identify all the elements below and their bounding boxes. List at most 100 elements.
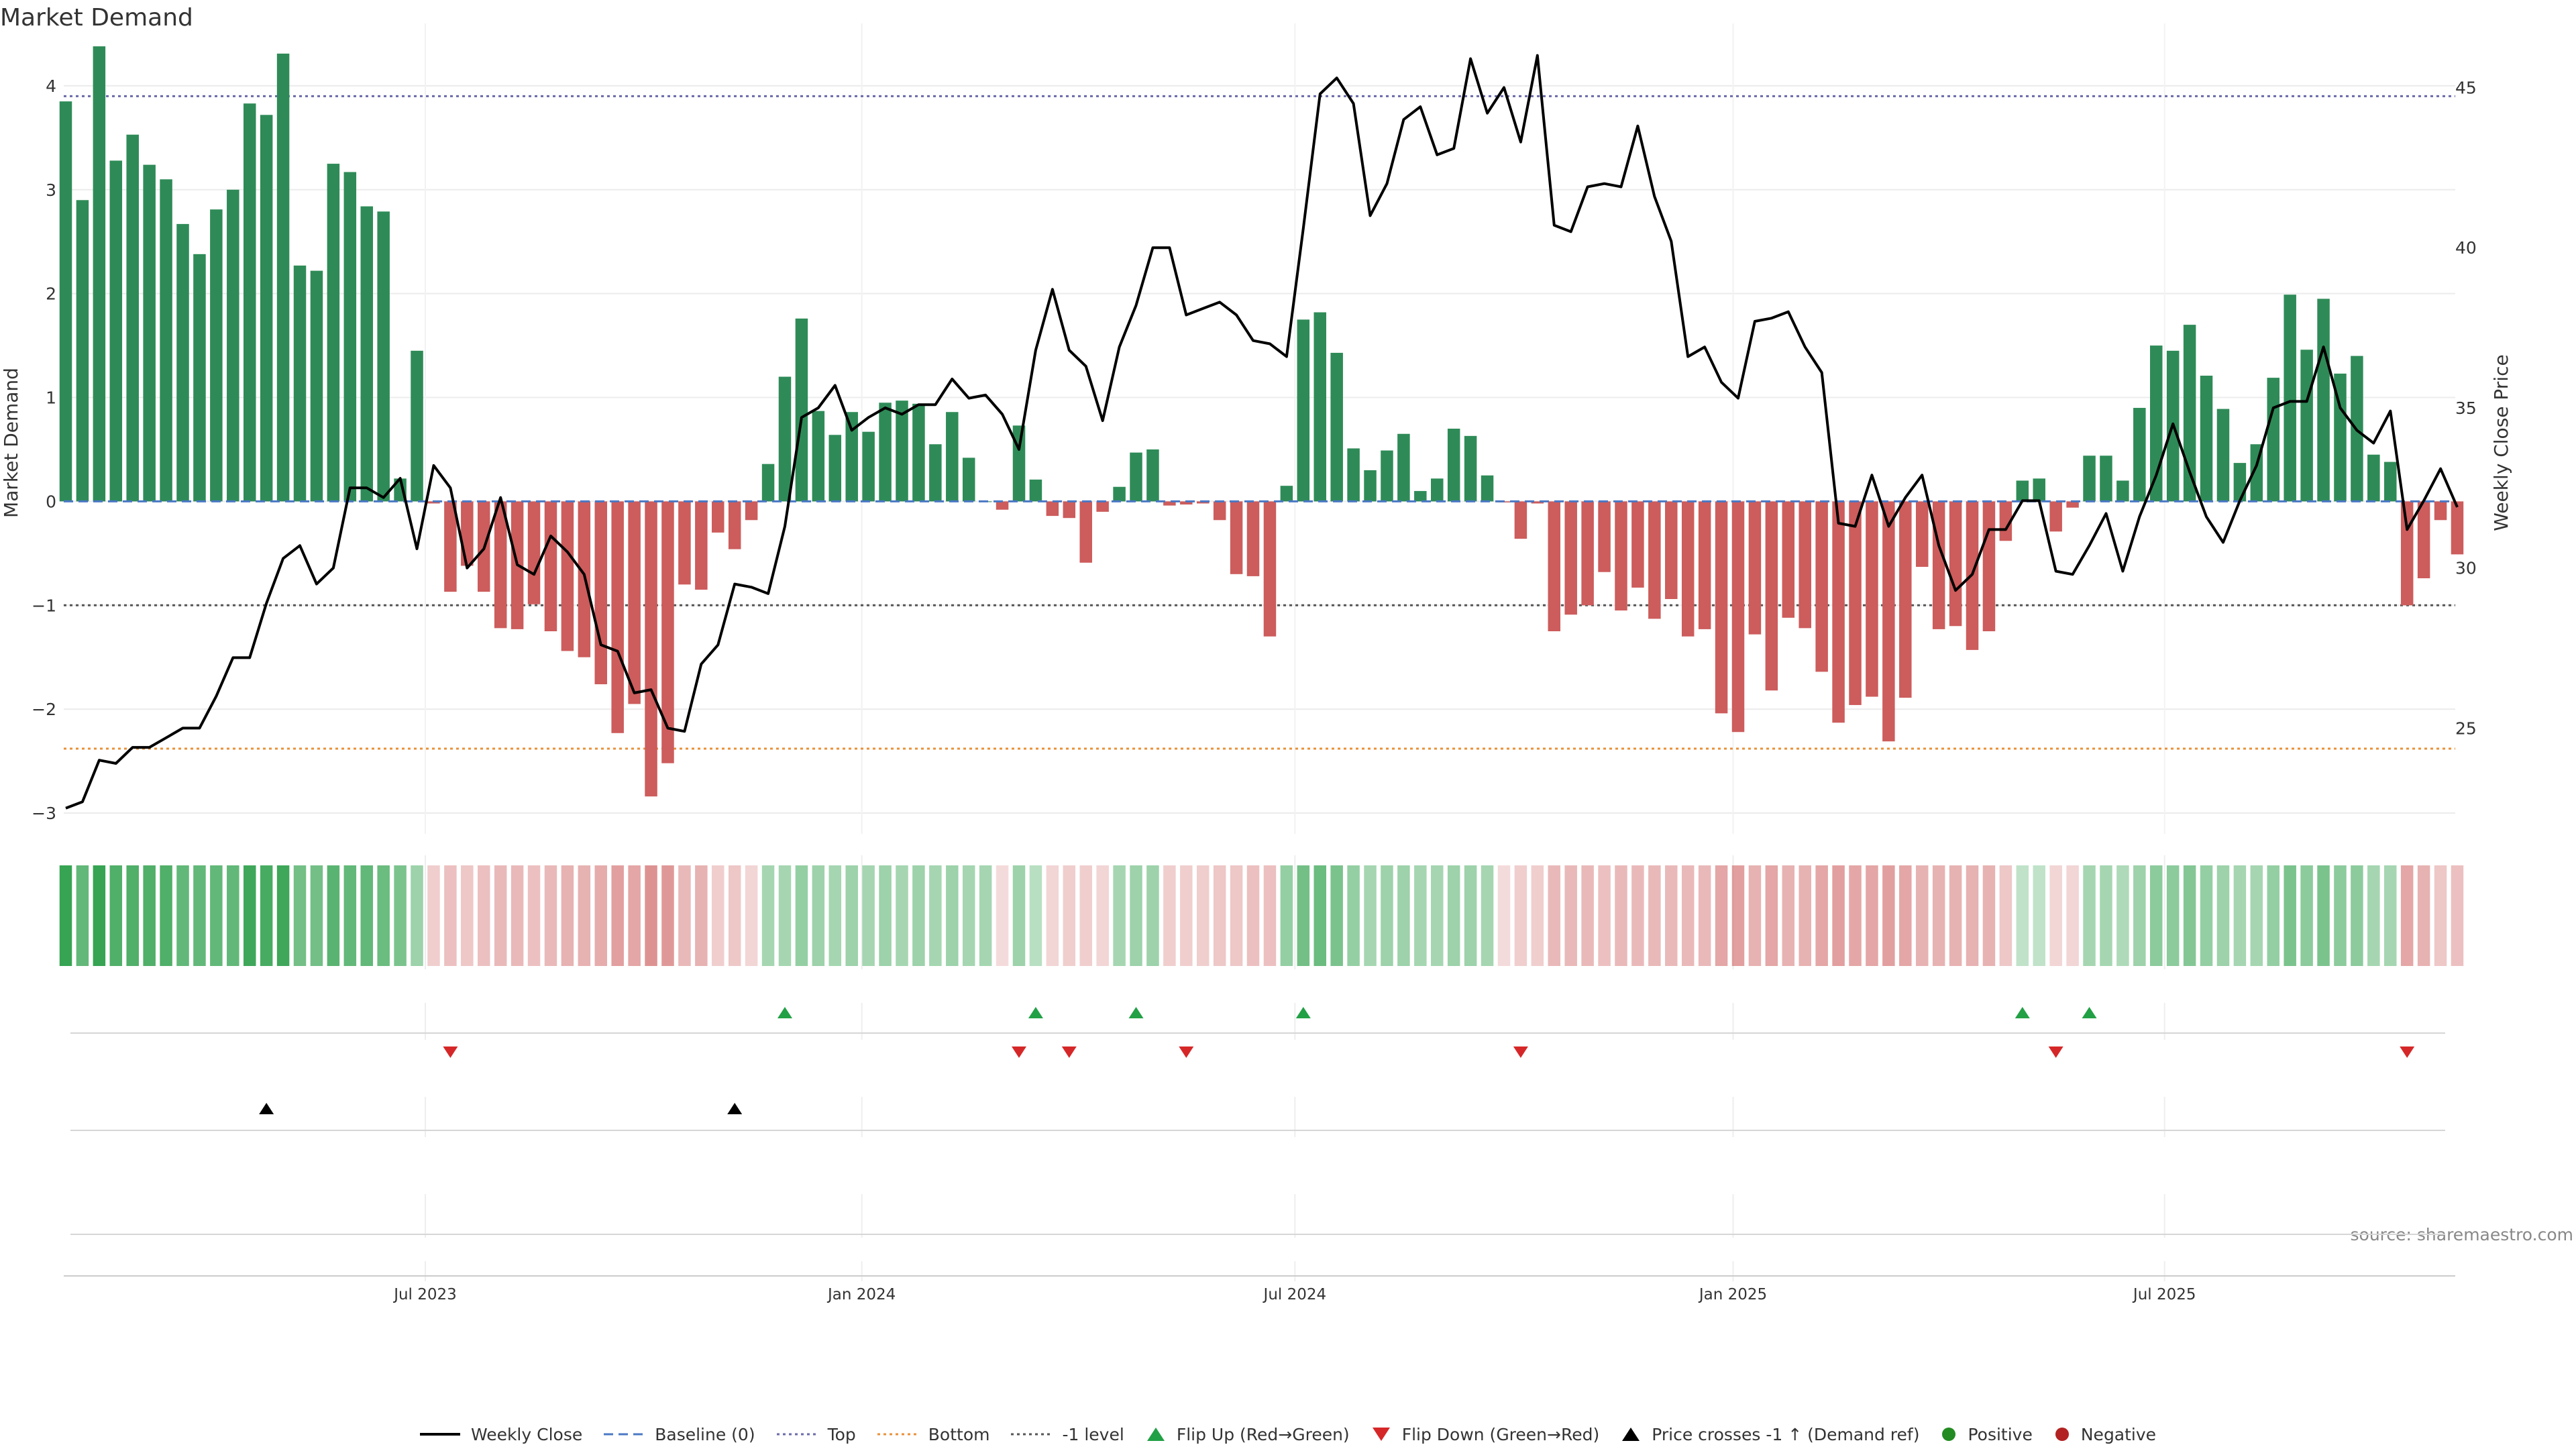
legend-label: Baseline (0) <box>655 1424 755 1444</box>
demand-bar <box>1866 501 1878 697</box>
regime-cell <box>828 865 842 966</box>
legend-baseline: Baseline (0) <box>604 1425 755 1444</box>
demand-bar <box>1698 501 1711 629</box>
chart-layers: −3 −2 −1 0 1 2 3 4 25 30 35 40 45 Jul 2023 Jan 2024 Jul… <box>32 23 2477 1303</box>
regime-cell <box>1581 865 1594 966</box>
regime-cell <box>712 865 724 966</box>
regime-cell <box>1364 865 1377 966</box>
legend-label: Price crosses -1 ↑ (Demand ref) <box>1652 1424 1920 1444</box>
demand-bar <box>728 501 741 549</box>
regime-cell <box>1163 865 1176 966</box>
regime-cell <box>1330 865 1343 966</box>
regime-cell <box>2400 865 2414 966</box>
regime-cell <box>912 865 925 966</box>
demand-bar <box>2216 409 2230 502</box>
regime-cell <box>1246 865 1260 966</box>
regime-cell <box>678 865 691 966</box>
demand-bar <box>1364 470 1377 502</box>
regime-cell <box>1548 865 1561 966</box>
demand-bar <box>1949 501 1962 627</box>
dotted-line-icon <box>1011 1433 1052 1436</box>
legend-minus-one: -1 level <box>1011 1425 1124 1444</box>
demand-bar <box>227 189 239 502</box>
flip-down-marker <box>2048 1046 2063 1058</box>
demand-bar <box>896 400 908 502</box>
regime-cell <box>1280 865 1293 966</box>
regime-cell <box>59 865 72 966</box>
flip-down-marker <box>1513 1046 1528 1058</box>
regime-cell <box>1464 865 1477 966</box>
regime-cell <box>210 865 223 966</box>
regime-cell <box>461 865 474 966</box>
regime-cell <box>76 865 89 966</box>
regime-cell <box>1213 865 1226 966</box>
demand-bar <box>1063 501 1076 519</box>
demand-bar <box>126 134 139 502</box>
demand-bar <box>996 501 1009 510</box>
right-tick-label: 45 <box>2455 78 2477 97</box>
demand-bar <box>310 270 323 502</box>
regime-cell <box>1915 865 1929 966</box>
dotted-line-icon <box>877 1433 918 1436</box>
regime-cell <box>2166 865 2180 966</box>
demand-bar <box>2267 378 2280 502</box>
regime-cell <box>862 865 875 966</box>
demand-bar <box>1447 429 1460 502</box>
demand-bar <box>594 501 608 684</box>
flip-down-marker <box>1061 1046 1077 1058</box>
right-tick-label: 30 <box>2455 559 2477 578</box>
demand-bar <box>243 103 256 502</box>
demand-bar <box>1230 501 1243 574</box>
regime-cell <box>1849 865 1862 966</box>
demand-bar <box>2133 408 2146 502</box>
demand-bar <box>2334 373 2347 502</box>
x-tick-label: Jul 2023 <box>392 1286 457 1303</box>
triangle-up-icon <box>1622 1428 1640 1441</box>
regime-cell <box>1096 865 1109 966</box>
regime-cell <box>427 865 440 966</box>
regime-cell <box>578 865 591 966</box>
regime-cell <box>327 865 340 966</box>
regime-cell <box>2384 865 2397 966</box>
demand-bar <box>2367 454 2380 502</box>
regime-cell <box>2417 865 2430 966</box>
demand-bar <box>444 501 457 592</box>
regime-cell <box>544 865 557 966</box>
regime-cell <box>1046 865 1059 966</box>
regime-cell <box>1631 865 1644 966</box>
left-axis-label: Market Demand <box>0 368 22 518</box>
right-tick-label: 40 <box>2455 238 2477 258</box>
regime-cell <box>2267 865 2280 966</box>
regime-cell <box>1698 865 1711 966</box>
left-tick-label: 4 <box>46 76 56 96</box>
demand-bar <box>1297 319 1310 502</box>
regime-cell <box>478 865 490 966</box>
regime-cell <box>728 865 741 966</box>
regime-cell <box>527 865 541 966</box>
regime-cell <box>795 865 808 966</box>
demand-bar <box>210 209 223 502</box>
regime-cell <box>2116 865 2129 966</box>
regime-cell <box>946 865 959 966</box>
demand-bar <box>1982 501 1996 631</box>
demand-bar <box>561 501 574 651</box>
regime-cell <box>2016 865 2029 966</box>
regime-cell <box>2200 865 2213 966</box>
regime-cell <box>193 865 206 966</box>
demand-bar <box>2016 480 2029 502</box>
demand-bar <box>946 412 959 502</box>
demand-bar <box>2049 501 2062 532</box>
regime-cell <box>2334 865 2347 966</box>
regime-cell <box>645 865 657 966</box>
demand-bar <box>343 172 357 502</box>
demand-bar <box>461 501 474 566</box>
demand-bar <box>411 350 423 502</box>
demand-bar <box>1765 501 1778 691</box>
flip-down-marker <box>2400 1046 2415 1058</box>
regime-cell <box>1982 865 1996 966</box>
legend-top: Top <box>776 1425 856 1444</box>
dot-icon <box>2055 1428 2069 1441</box>
regime-cell <box>1949 865 1962 966</box>
demand-bar <box>2417 501 2430 579</box>
